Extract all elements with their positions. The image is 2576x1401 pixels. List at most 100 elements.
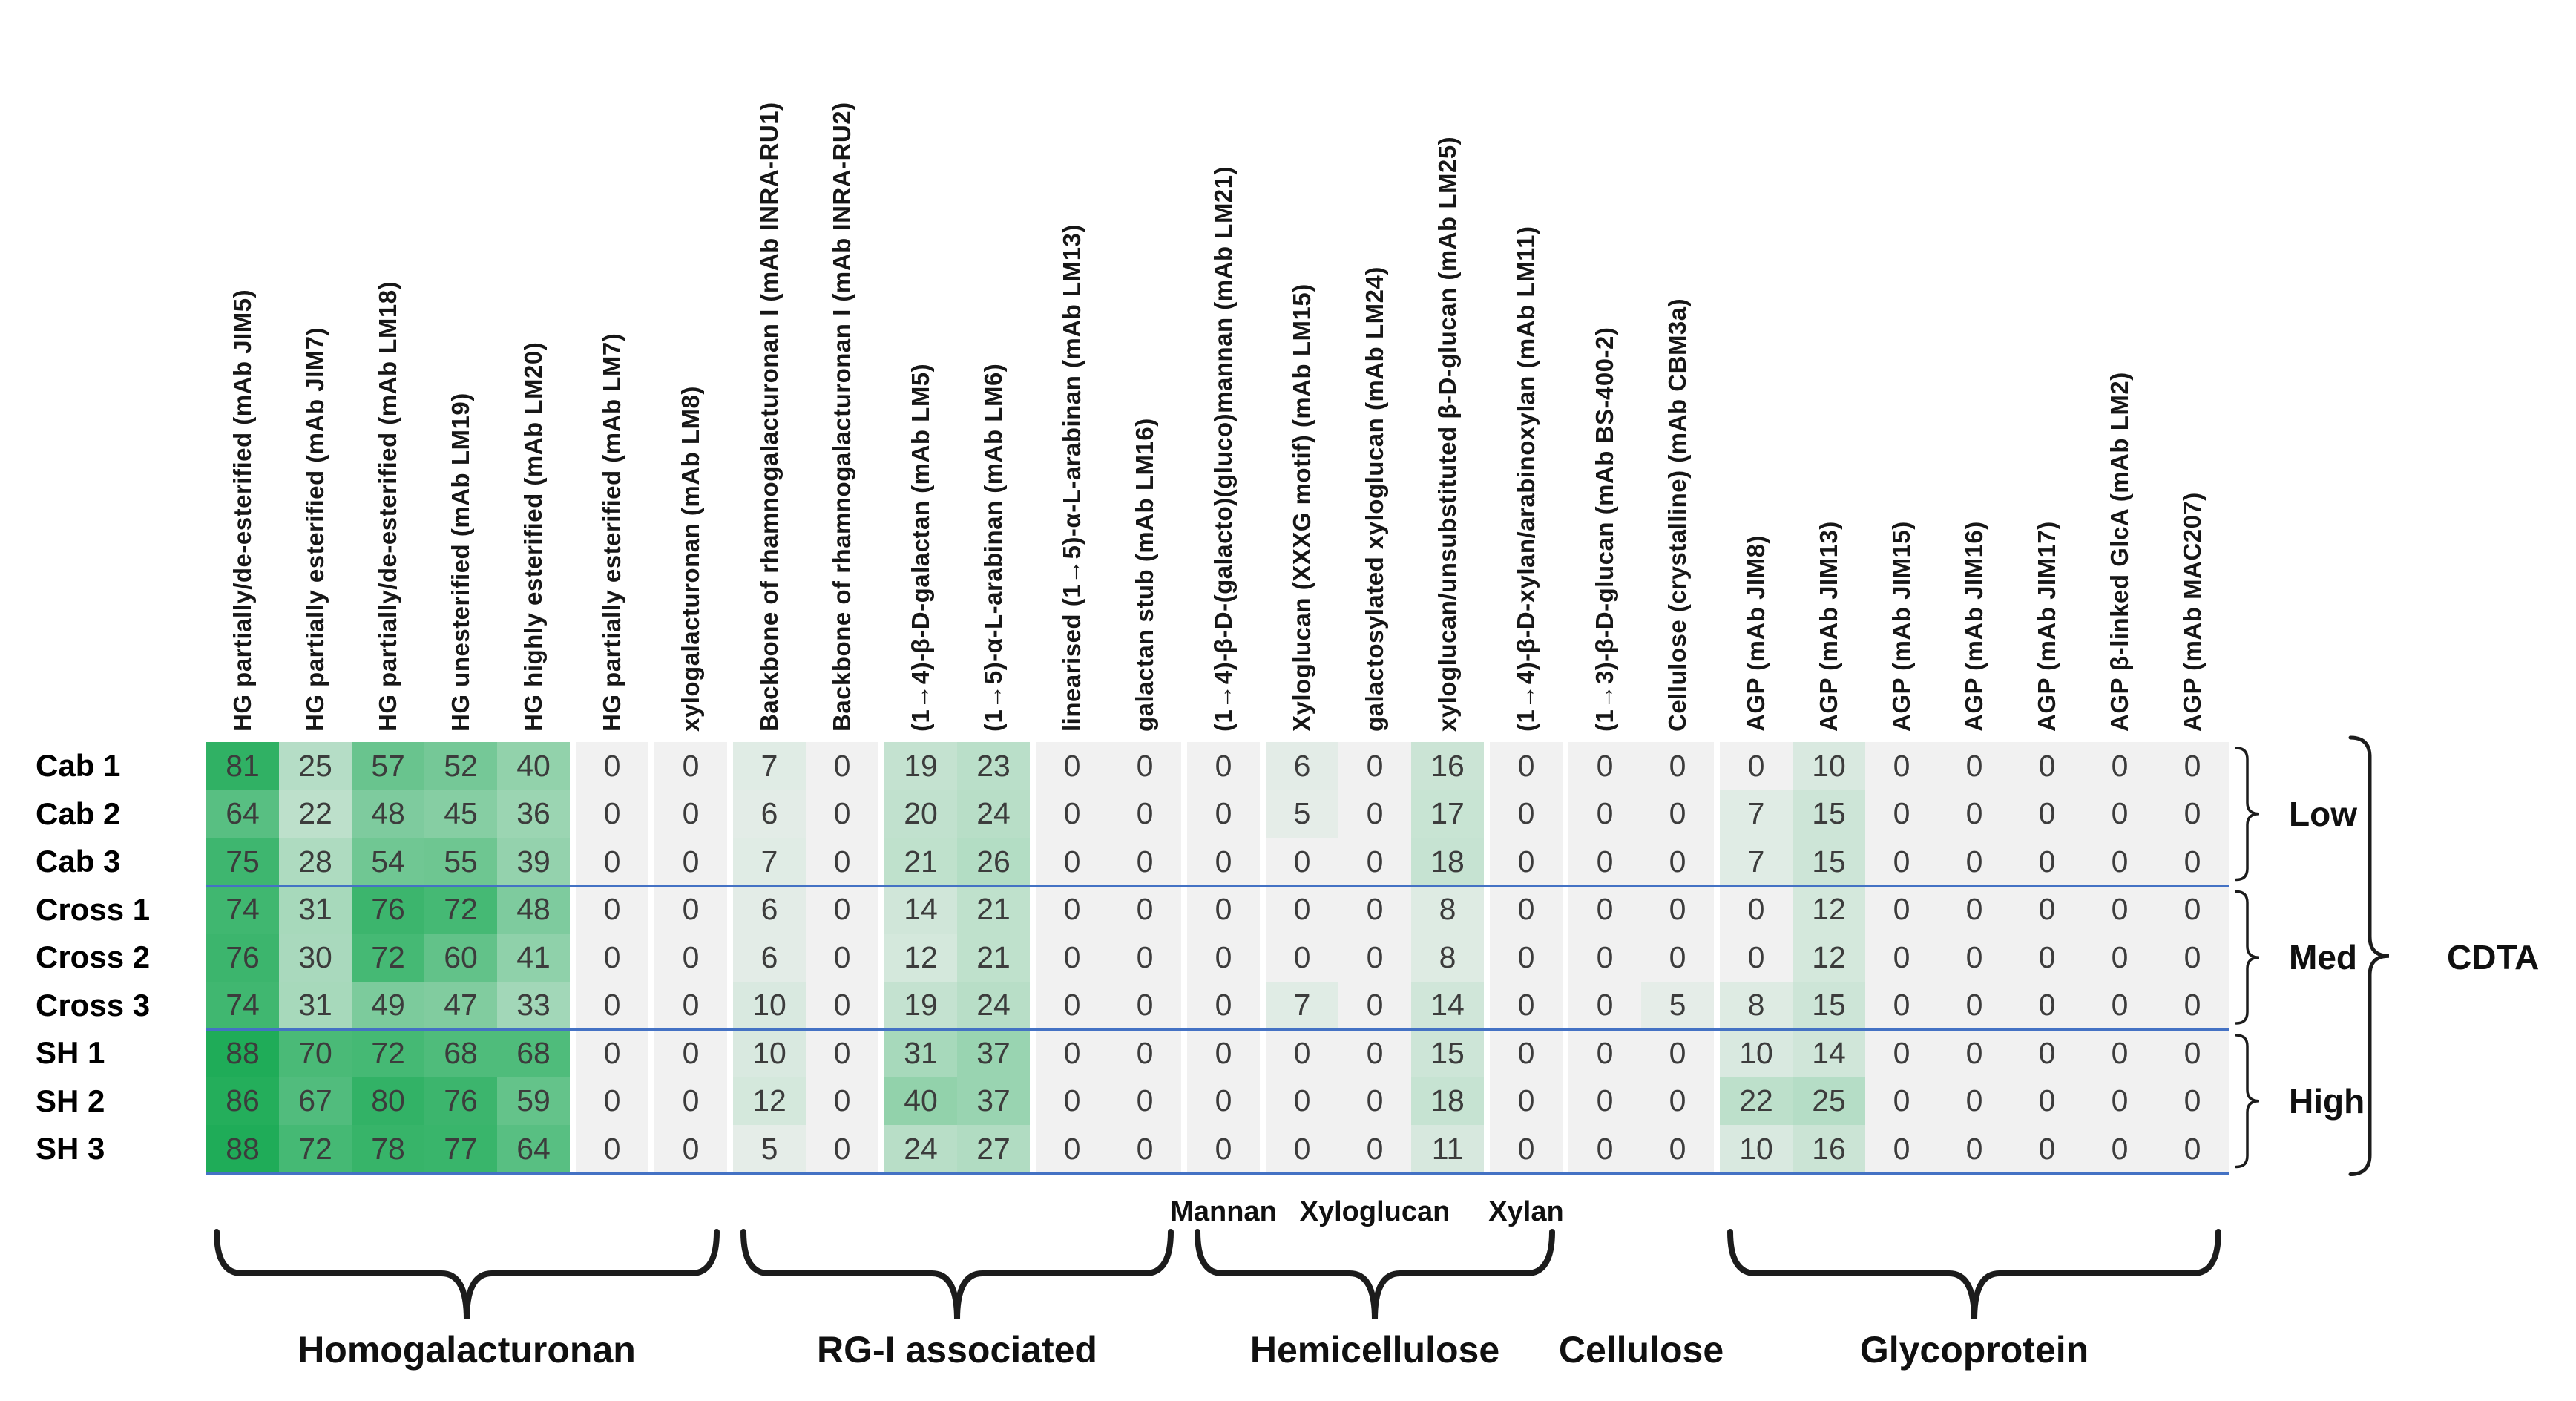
heatmap-cell: 19 <box>884 742 957 790</box>
heatmap-cell: 0 <box>1108 1029 1181 1077</box>
heatmap-cell: 67 <box>279 1077 352 1125</box>
heatmap-cell: 17 <box>1411 790 1484 838</box>
heatmap-cell: 64 <box>497 1125 570 1173</box>
heatmap-cell: 0 <box>1490 1125 1563 1173</box>
group-separator-line <box>206 884 2229 887</box>
heatmap-cell: 0 <box>1187 981 1260 1029</box>
heatmap-cell: 0 <box>1568 742 1641 790</box>
group-brace <box>1195 1229 1555 1320</box>
polysaccharide-group-label: Homogalacturonan <box>298 1329 636 1371</box>
row-label: Cab 3 <box>36 844 121 879</box>
heatmap-cell: 7 <box>1266 981 1338 1029</box>
heatmap-cell: 0 <box>1938 838 2011 886</box>
heatmap-cell: 0 <box>1641 1125 1714 1173</box>
heatmap-cell: 81 <box>206 742 279 790</box>
heatmap-cell: 12 <box>733 1077 806 1125</box>
heatmap-cell: 74 <box>206 885 279 934</box>
heatmap-cell: 88 <box>206 1029 279 1077</box>
heatmap-cell: 10 <box>1720 1029 1793 1077</box>
heatmap-cell: 0 <box>654 1125 727 1173</box>
heatmap-cell: 28 <box>279 838 352 886</box>
heatmap-cell: 0 <box>1568 1077 1641 1125</box>
group-brace <box>1727 1229 2221 1320</box>
heatmap-cell: 64 <box>206 790 279 838</box>
hemicellulose-sub-label: Xylan <box>1488 1196 1564 1227</box>
heatmap-cell: 70 <box>279 1029 352 1077</box>
heatmap-cell: 14 <box>1793 1029 1865 1077</box>
column-header: HG highly esterified (mAb LM20) <box>519 341 547 732</box>
heatmap-cell: 6 <box>1266 742 1338 790</box>
heatmap-cell: 0 <box>1266 1029 1338 1077</box>
column-header: xylogalacturonan (mAb LM8) <box>677 386 704 732</box>
heatmap-cell: 0 <box>1187 790 1260 838</box>
heatmap-cell: 25 <box>279 742 352 790</box>
heatmap-cell: 55 <box>424 838 497 886</box>
heatmap-cell: 10 <box>733 981 806 1029</box>
heatmap-cell: 0 <box>654 981 727 1029</box>
heatmap-cell: 10 <box>1793 742 1865 790</box>
heatmap-cell: 0 <box>806 981 878 1029</box>
heatmap-cell: 14 <box>1411 981 1484 1029</box>
heatmap-cell: 0 <box>2156 885 2229 934</box>
heatmap-cell: 0 <box>1338 1125 1411 1173</box>
heatmap-cell: 0 <box>2011 1029 2083 1077</box>
row-label: Cross 2 <box>36 939 151 975</box>
heatmap-cell: 18 <box>1411 1077 1484 1125</box>
heatmap-cell: 25 <box>1793 1077 1865 1125</box>
heatmap-cell: 86 <box>206 1077 279 1125</box>
heatmap-cell: 0 <box>654 790 727 838</box>
heatmap-cell: 0 <box>2156 790 2229 838</box>
heatmap-cell: 0 <box>1938 1029 2011 1077</box>
heatmap-cell: 0 <box>654 742 727 790</box>
heatmap-cell: 49 <box>352 981 424 1029</box>
heatmap-cell: 7 <box>733 742 806 790</box>
heatmap-cell: 18 <box>1411 838 1484 886</box>
heatmap-cell: 0 <box>806 1125 878 1173</box>
heatmap-cell: 0 <box>654 838 727 886</box>
heatmap-cell: 0 <box>1641 742 1714 790</box>
polysaccharide-group-label: Glycoprotein <box>1859 1329 2089 1371</box>
heatmap-cell: 5 <box>733 1125 806 1173</box>
heatmap-cell: 27 <box>957 1125 1030 1173</box>
heatmap-cell: 0 <box>576 885 648 934</box>
heatmap-cell: 41 <box>497 934 570 982</box>
heatmap-cell: 12 <box>1793 885 1865 934</box>
heatmap-cell: 21 <box>957 934 1030 982</box>
heatmap-cell: 31 <box>279 981 352 1029</box>
heatmap-cell: 0 <box>1187 1029 1260 1077</box>
column-header: galactosylated xyloglucan (mAb LM24) <box>1361 266 1388 732</box>
heatmap-cell: 6 <box>733 885 806 934</box>
heatmap-cell: 0 <box>654 885 727 934</box>
heatmap-cell: 0 <box>576 838 648 886</box>
heatmap-cell: 0 <box>1720 934 1793 982</box>
heatmap-cell: 0 <box>1036 1077 1108 1125</box>
polysaccharide-group-label: RG-I associated <box>817 1329 1097 1371</box>
heatmap-cell: 0 <box>576 1029 648 1077</box>
column-header: Backbone of rhamnogalacturonan I (mAb IN… <box>828 102 855 732</box>
heatmap-cell: 0 <box>1338 934 1411 982</box>
heatmap-cell: 0 <box>2156 742 2229 790</box>
column-header: HG partially esterified (mAb JIM7) <box>301 327 329 732</box>
column-header: HG partially/de-esterified (mAb JIM5) <box>229 289 256 732</box>
heatmap-cell: 0 <box>806 934 878 982</box>
heatmap-cell: 0 <box>1108 1077 1181 1125</box>
heatmap-cell: 15 <box>1411 1029 1484 1077</box>
heatmap-cell: 0 <box>1490 934 1563 982</box>
extraction-label: CDTA <box>2447 938 2540 977</box>
group-brace <box>740 1229 1174 1320</box>
heatmap-cell: 0 <box>576 790 648 838</box>
heatmap-cell: 48 <box>352 790 424 838</box>
heatmap-cell: 0 <box>1036 934 1108 982</box>
heatmap-cell: 0 <box>2083 934 2156 982</box>
heatmap-cell: 30 <box>279 934 352 982</box>
heatmap-cell: 0 <box>576 1077 648 1125</box>
column-header: AGP (mAb JIM8) <box>1742 535 1770 732</box>
heatmap-cell: 80 <box>352 1077 424 1125</box>
column-header: Xyloglucan (XXXG motif) (mAb LM15) <box>1288 283 1315 732</box>
heatmap-cell: 16 <box>1793 1125 1865 1173</box>
heatmap-cell: 0 <box>1938 742 2011 790</box>
heatmap-cell: 54 <box>352 838 424 886</box>
heatmap-cell: 0 <box>1568 1029 1641 1077</box>
heatmap-cell: 24 <box>884 1125 957 1173</box>
heatmap-cell: 15 <box>1793 981 1865 1029</box>
